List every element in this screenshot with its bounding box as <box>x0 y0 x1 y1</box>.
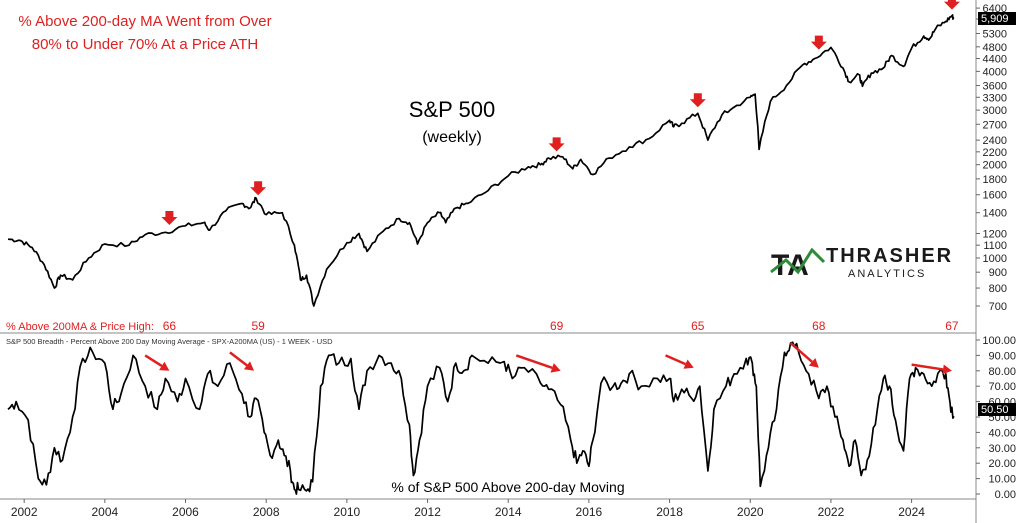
price-tick-label: 1800 <box>983 174 1007 186</box>
price-title: S&P 500 <box>409 97 495 122</box>
x-tick-label: 2022 <box>818 505 845 519</box>
breadth-trend-arrows <box>144 342 952 375</box>
ath-breadth-value: 65 <box>691 319 705 333</box>
trend-arrow-head <box>550 363 561 373</box>
ath-arrows <box>161 0 960 226</box>
breadth-tick-label: 70.00 <box>988 381 1016 393</box>
price-tick-label: 1400 <box>983 208 1007 220</box>
breadth-tick-label: 90.00 <box>988 350 1016 362</box>
ath-breadth-value: 66 <box>163 319 177 333</box>
ath-arrow <box>548 137 565 152</box>
price-last-value-box <box>978 12 1016 25</box>
price-tick-label: 1000 <box>983 253 1007 265</box>
price-tick-label: 3000 <box>983 105 1007 117</box>
price-tick-label: 1200 <box>983 228 1007 240</box>
brand-mark-stroke <box>770 247 826 275</box>
ath-arrow <box>943 0 960 10</box>
price-tick-label: 700 <box>989 301 1007 313</box>
breadth-last-value-box <box>978 403 1016 416</box>
x-tick-label: 2012 <box>414 505 441 519</box>
trend-arrow-head <box>243 361 255 371</box>
breadth-tick-label: 40.00 <box>988 427 1016 439</box>
x-ticks: 2002 2004 2006 2008 2010 2012 2014 2016 2018 2020… <box>11 499 925 519</box>
breadth-last-value: 50.50 <box>981 404 1009 416</box>
trend-arrow-head <box>159 361 170 371</box>
ath-arrow <box>689 93 706 108</box>
price-last-value: 5,909 <box>981 13 1009 25</box>
headline-line1: % Above 200-day MA Went from Over <box>18 13 271 30</box>
x-tick-label: 2004 <box>91 505 118 519</box>
price-series <box>7 14 955 307</box>
breadth-row-label: % Above 200MA & Price High: <box>6 321 154 333</box>
ath-arrow <box>810 35 827 50</box>
headline-line2: 80% to Under 70% At a Price ATH <box>32 36 259 53</box>
brand-tagline: ANALYTICS <box>848 268 926 280</box>
price-tick-label: 5300 <box>983 28 1007 40</box>
price-tick-label: 1100 <box>983 240 1007 252</box>
ath-arrow <box>161 211 178 226</box>
price-tick-label: 4000 <box>983 66 1007 78</box>
price-tick-label: 1600 <box>983 190 1007 202</box>
price-tick-label: 2200 <box>983 147 1007 159</box>
brand-name: THRASHER <box>826 245 953 267</box>
trend-arrow-shaft <box>229 351 248 367</box>
trend-arrow-shaft <box>665 354 687 366</box>
x-tick-label: 2002 <box>11 505 38 519</box>
x-tick-label: 2018 <box>656 505 683 519</box>
trend-arrow-shaft <box>911 363 944 371</box>
breadth-tick-label: 10.00 <box>988 474 1016 486</box>
x-tick-label: 2024 <box>898 505 925 519</box>
price-tick-label: 4800 <box>983 42 1007 54</box>
trend-arrow-head <box>683 359 694 369</box>
x-tick-label: 2016 <box>576 505 603 519</box>
breadth-line <box>7 341 955 495</box>
price-tick-label: 2700 <box>983 119 1007 131</box>
x-tick-label: 2006 <box>172 505 199 519</box>
price-tick-label: 3300 <box>983 92 1007 104</box>
price-tick-label: 2400 <box>983 135 1007 147</box>
brand-logo: TA THRASHER ANALYTICS <box>770 245 953 282</box>
breadth-tick-label: 20.00 <box>988 458 1016 470</box>
breadth-series <box>7 341 955 495</box>
x-tick-label: 2008 <box>253 505 280 519</box>
trend-arrow-shaft <box>144 354 163 368</box>
ath-breadth-value: 68 <box>812 319 826 333</box>
ath-breadth-value: 67 <box>945 319 959 333</box>
price-tick-label: 3600 <box>983 81 1007 93</box>
trend-arrow-head <box>808 358 819 368</box>
trend-arrow-head <box>942 364 952 375</box>
x-tick-label: 2014 <box>495 505 522 519</box>
breadth-tick-label: 100.00 <box>982 335 1016 347</box>
breadth-row-labels: 66 59 69 65 68 67 <box>163 319 959 333</box>
breadth-tick-label: 0.00 <box>995 489 1016 501</box>
ath-breadth-value: 59 <box>251 319 265 333</box>
price-tick-label: 900 <box>989 267 1007 279</box>
price-line <box>7 14 955 307</box>
breadth-tick-label: 80.00 <box>988 366 1016 378</box>
price-tick-label: 2000 <box>983 160 1007 172</box>
price-tick-label: 4400 <box>983 54 1007 66</box>
trend-arrow-shaft <box>515 354 553 370</box>
ath-breadth-value: 69 <box>550 319 564 333</box>
x-tick-label: 2020 <box>737 505 764 519</box>
ath-arrow <box>250 181 267 196</box>
trend-arrow-shaft <box>789 342 813 363</box>
breadth-y-ticks: 0.0010.0020.0030.0040.0050.0060.0070.008… <box>976 335 1016 501</box>
breadth-caption: % of S&P 500 Above 200-day Moving <box>391 479 624 495</box>
price-subtitle: (weekly) <box>422 129 482 146</box>
x-tick-label: 2010 <box>334 505 361 519</box>
price-tick-label: 800 <box>989 283 1007 295</box>
breadth-tick-label: 30.00 <box>988 443 1016 455</box>
breadth-source: S&P 500 Breadth - Percent Above 200 Day … <box>6 337 333 346</box>
